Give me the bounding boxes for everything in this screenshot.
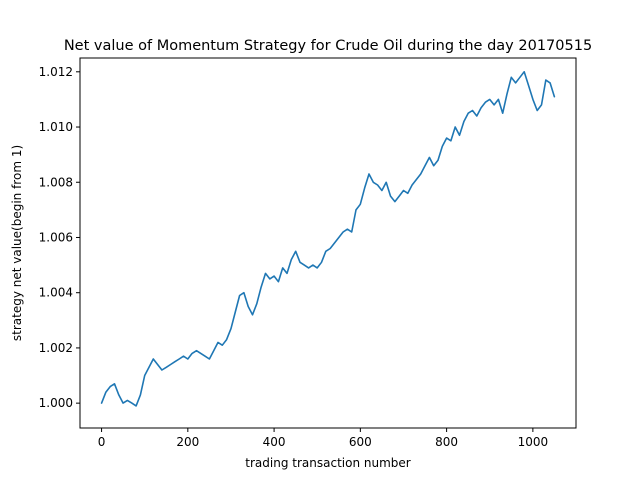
x-tick-label: 600 (349, 435, 372, 449)
y-tick-label: 1.002 (39, 341, 73, 355)
y-tick-label: 1.008 (39, 175, 73, 189)
y-tick-label: 1.004 (39, 286, 73, 300)
chart-title: Net value of Momentum Strategy for Crude… (64, 38, 592, 54)
x-tick-label: 200 (176, 435, 199, 449)
x-tick-label: 1000 (518, 435, 549, 449)
y-tick-label: 1.012 (39, 65, 73, 79)
x-tick-label: 0 (98, 435, 106, 449)
y-tick-label: 1.006 (39, 230, 73, 244)
plot-frame (79, 57, 577, 429)
y-axis-label: strategy net value(begin from 1) (10, 145, 24, 341)
x-tick-label: 400 (263, 435, 286, 449)
series-line (100, 71, 556, 407)
y-axis-ticks: 1.000 1.002 1.004 1.006 1.008 1.010 1.012 (39, 65, 80, 410)
plot-layer (100, 71, 556, 407)
y-tick-label: 1.010 (39, 120, 73, 134)
x-axis-label: trading transaction number (245, 456, 410, 470)
y-tick-label: 1.000 (39, 396, 73, 410)
x-tick-label: 800 (435, 435, 458, 449)
x-axis-ticks: 0 200 400 600 800 1000 (98, 428, 548, 449)
